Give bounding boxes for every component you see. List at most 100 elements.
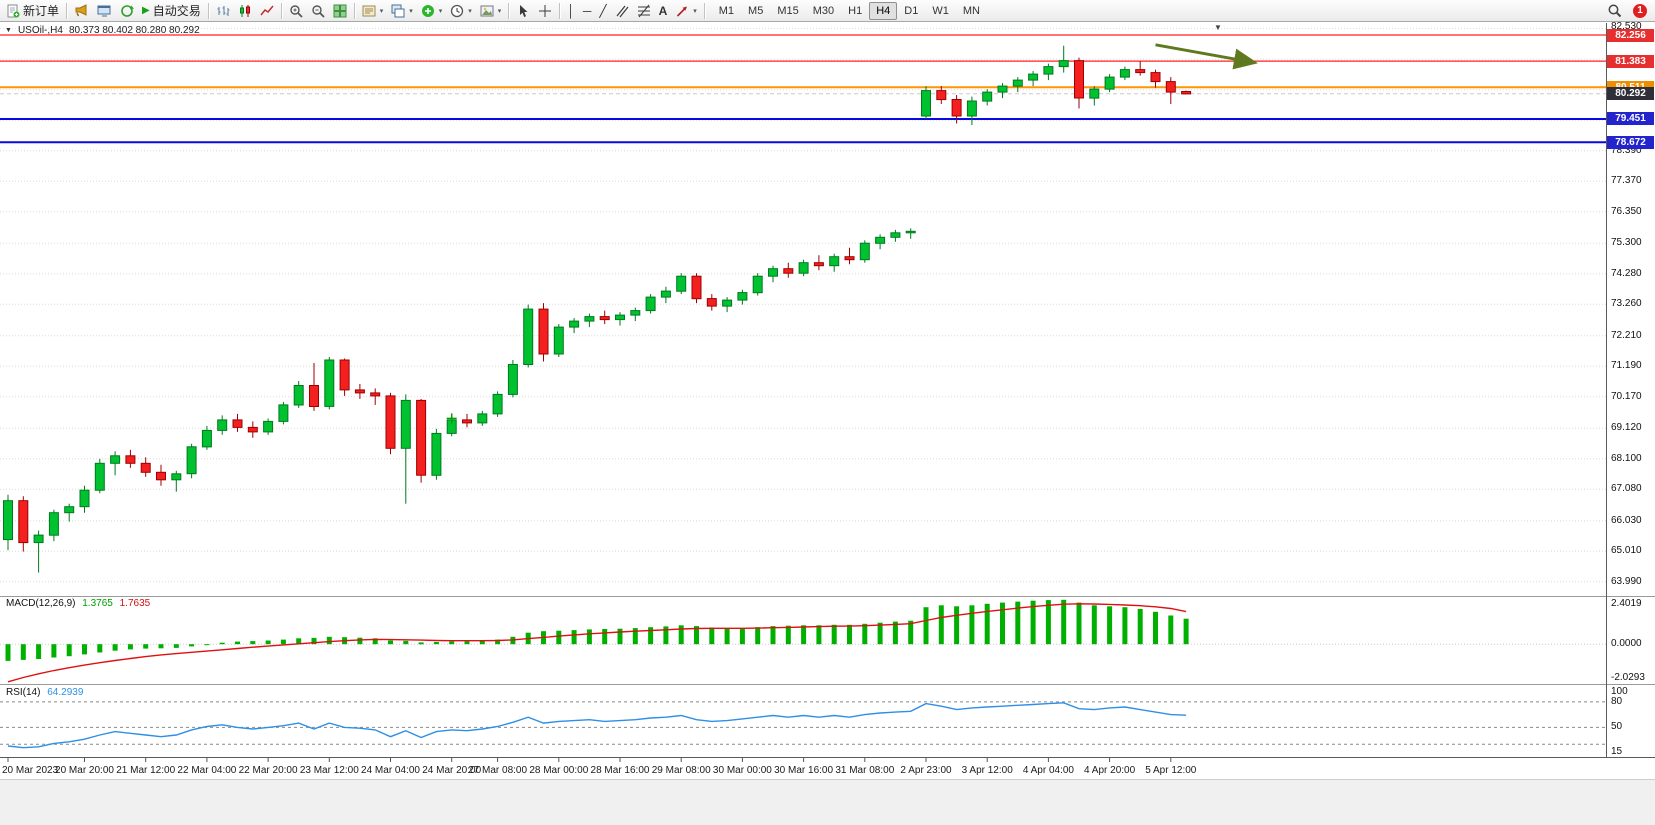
search-button[interactable]	[1603, 1, 1626, 21]
search-icon	[1607, 3, 1622, 18]
time-axis-label: 22 Mar 20:00	[239, 765, 298, 776]
macd-panel[interactable]	[0, 597, 1606, 684]
arrow-object[interactable]	[1155, 43, 1258, 70]
chevron-down-icon: ▾	[379, 7, 384, 15]
price-badge-80.292: 80.292	[1607, 87, 1654, 100]
price-axis[interactable]: 82.530 78.390 77.370 76.350 75.300 74.280 73.2…	[1607, 0, 1655, 779]
chevron-down-icon: ▾	[409, 7, 413, 15]
status-bar	[0, 779, 1655, 825]
tf-button-MN[interactable]: MN	[956, 2, 987, 20]
panel-separator[interactable]	[0, 596, 1655, 597]
rsi-scale-label: 15	[1611, 746, 1623, 757]
refresh-button[interactable]	[116, 1, 138, 21]
time-axis-label: 30 Mar 00:00	[713, 765, 772, 776]
time-axis-label: 3 Apr 12:00	[962, 765, 1014, 776]
time-axis-label: 23 Mar 12:00	[300, 765, 359, 776]
rsi-panel[interactable]	[0, 685, 1606, 757]
time-axis-label: 4 Apr 04:00	[1023, 765, 1075, 776]
crosshair-button[interactable]	[534, 1, 556, 21]
price-axis-label: 66.030	[1611, 515, 1642, 526]
rsi-value: 64.2939	[47, 687, 84, 698]
tf-button-M1[interactable]: M1	[712, 2, 741, 20]
tile-windows-icon	[333, 4, 347, 18]
indicators-button[interactable]: ▾	[417, 1, 447, 21]
monitor-icon	[97, 4, 112, 18]
arrows-tool-button[interactable]: ▾	[671, 1, 701, 21]
tf-button-H4[interactable]: H4	[869, 1, 898, 20]
rsi-scale-label: 100	[1611, 686, 1628, 697]
tf-button-H1[interactable]: H1	[841, 2, 869, 20]
cursor-icon	[516, 4, 530, 18]
chart-shift-marker-icon[interactable]: ▼	[1214, 23, 1222, 32]
price-axis-border	[1606, 23, 1607, 757]
charts-list-button[interactable]: ▾	[387, 1, 417, 21]
refresh-icon	[120, 4, 135, 18]
profiles-button[interactable]: ▾	[358, 1, 388, 21]
templates-icon	[480, 4, 494, 18]
toolbar-separator	[207, 2, 209, 19]
tf-button-M5[interactable]: M5	[741, 2, 770, 20]
megaphone-icon	[74, 3, 89, 18]
trendline-button[interactable]: ╱	[595, 1, 610, 21]
symbol-ohlc-label: 80.373 80.402 80.280 80.292	[68, 25, 200, 36]
time-axis-label: 30 Mar 16:00	[774, 765, 833, 776]
tf-button-D1[interactable]: D1	[897, 2, 925, 20]
notification-badge[interactable]: 1	[1633, 3, 1647, 18]
time-axis-label: 28 Mar 16:00	[591, 765, 650, 776]
templates-button[interactable]: ▾	[476, 1, 506, 21]
zoom-out-button[interactable]	[307, 1, 329, 21]
new-order-icon	[6, 4, 20, 18]
channel-icon	[615, 4, 629, 18]
tf-button-M30[interactable]: M30	[806, 2, 841, 20]
plus-marker-object[interactable]	[446, 413, 457, 424]
candlestick-chart-icon	[238, 4, 252, 18]
main-chart[interactable]	[0, 23, 1606, 596]
fibonacci-button[interactable]	[633, 1, 655, 21]
panel-separator[interactable]	[0, 684, 1655, 685]
price-badge-78.672: 78.672	[1607, 136, 1654, 149]
price-axis-label: 63.990	[1611, 576, 1642, 587]
channel-button[interactable]	[611, 1, 633, 21]
cursor-button[interactable]	[512, 1, 534, 21]
zoom-in-button[interactable]	[285, 1, 307, 21]
toolbar-separator	[703, 2, 705, 19]
tf-button-W1[interactable]: W1	[925, 2, 956, 20]
price-axis-label: 78.390	[1611, 145, 1642, 156]
line-chart-button[interactable]	[256, 1, 278, 21]
time-axis-label: 24 Mar 20:00	[422, 765, 481, 776]
auto-trading-button[interactable]: ▶ 自动交易	[138, 1, 205, 21]
macd-signal-line	[7, 603, 1187, 683]
price-axis-label: 77.370	[1611, 175, 1642, 186]
megaphone-button[interactable]	[70, 1, 93, 21]
price-axis-label: 73.260	[1611, 298, 1642, 309]
symbol-info-bar: ▼ USOil-,H4 80.373 80.402 80.280 80.292	[5, 25, 200, 36]
bar-chart-button[interactable]	[212, 1, 234, 21]
line-chart-icon	[260, 4, 274, 18]
toolbar-separator	[66, 2, 68, 19]
one-click-collapse-icon[interactable]: ▼	[5, 27, 12, 34]
horizontal-line-button[interactable]: ─	[579, 1, 596, 21]
price-badge-81.383: 81.383	[1607, 55, 1654, 68]
chevron-down-icon: ▾	[497, 7, 502, 15]
price-axis-label: 68.100	[1611, 453, 1642, 464]
text-tool-button[interactable]: A	[655, 1, 672, 21]
trendline-icon: ╱	[599, 3, 607, 18]
auto-trading-label: 自动交易	[152, 4, 201, 18]
new-order-button[interactable]: 新订单	[2, 1, 63, 21]
text-tool-icon: A	[658, 3, 668, 18]
market-watch-button[interactable]	[93, 1, 116, 21]
zoom-in-icon	[289, 4, 303, 18]
charts-list-icon	[391, 4, 405, 18]
tile-windows-button[interactable]	[329, 1, 351, 21]
arrows-tool-icon	[675, 4, 689, 18]
macd-scale-label: 2.4019	[1611, 598, 1642, 609]
tf-button-M15[interactable]: M15	[770, 2, 805, 20]
chevron-down-icon: ▾	[438, 7, 443, 15]
vertical-line-button[interactable]: │	[563, 1, 579, 21]
price-axis-label: 67.080	[1611, 483, 1642, 494]
candlestick-chart-button[interactable]	[234, 1, 256, 21]
periods-button[interactable]: ▾	[446, 1, 476, 21]
time-axis-label: 29 Mar 08:00	[652, 765, 711, 776]
